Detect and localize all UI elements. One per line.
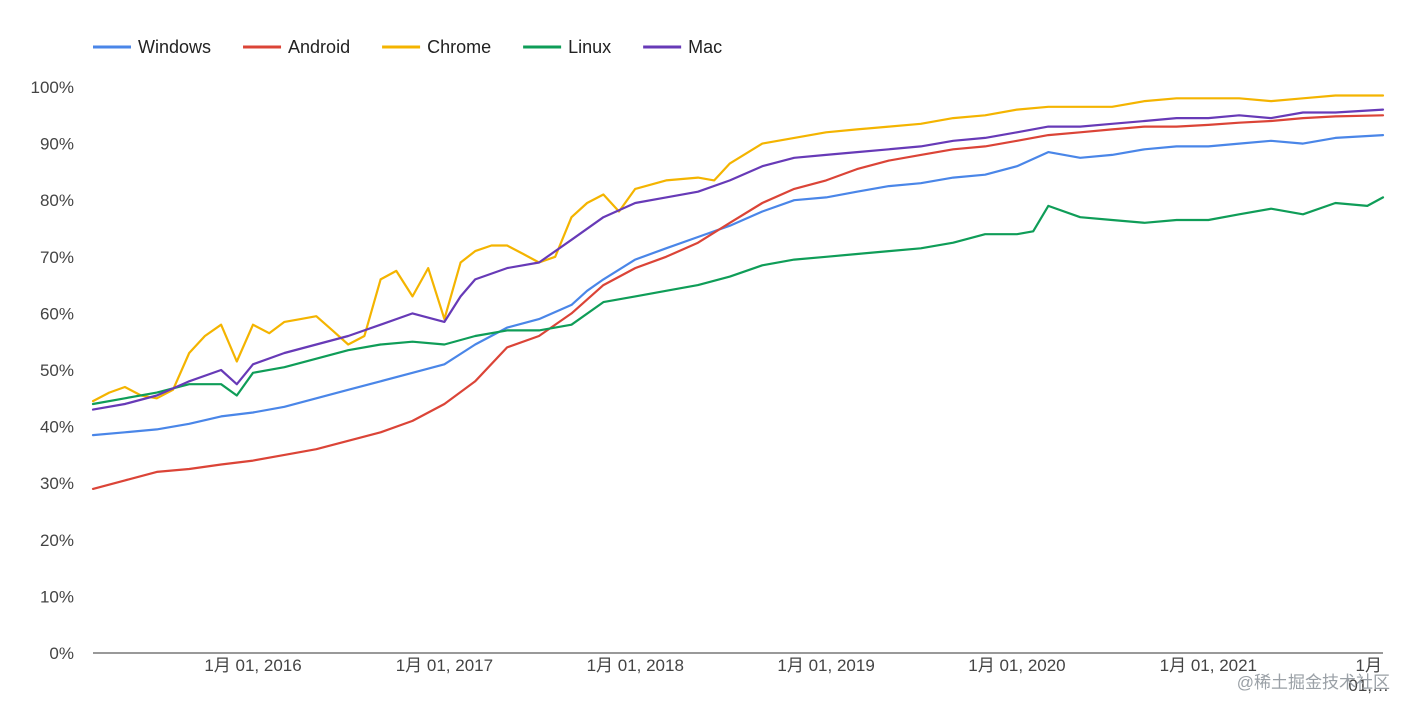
legend-item-chrome[interactable]: Chrome bbox=[382, 37, 491, 57]
x-tick-label: 1月 01, 2019 bbox=[777, 656, 874, 675]
legend-label: Mac bbox=[688, 37, 722, 57]
y-tick-label: 90% bbox=[40, 135, 74, 154]
x-tick-label: 1月 01, 2018 bbox=[587, 656, 684, 675]
series-line-android bbox=[91, 114, 1385, 490]
y-tick-label: 10% bbox=[40, 587, 74, 606]
legend-label: Chrome bbox=[427, 37, 491, 57]
watermark-text: @稀土掘金技术社区 bbox=[1236, 673, 1390, 692]
y-tick-label: 60% bbox=[40, 304, 74, 323]
y-tick-label: 70% bbox=[40, 248, 74, 267]
x-tick-label: 1月 01,… bbox=[1348, 656, 1389, 695]
y-tick-label: 40% bbox=[40, 418, 74, 437]
legend-item-android[interactable]: Android bbox=[243, 37, 350, 57]
y-tick-label: 20% bbox=[40, 531, 74, 550]
x-tick-label: 1月 01, 2016 bbox=[204, 656, 301, 675]
x-tick-label: 1月 01, 2021 bbox=[1160, 656, 1257, 675]
y-tick-label: 30% bbox=[40, 474, 74, 493]
y-tick-label: 80% bbox=[40, 191, 74, 210]
series-line-mac bbox=[91, 108, 1385, 411]
x-axis: 1月 01, 2016 1月 01, 2017 1月 01, 2018 1月 01, … bbox=[204, 656, 1389, 695]
legend-label: Linux bbox=[568, 37, 611, 57]
x-tick-label: 1月 01, 2020 bbox=[968, 656, 1065, 675]
legend-item-windows[interactable]: Windows bbox=[93, 37, 211, 57]
y-axis: 0% 10% 20% 30% 40% 50% 60% 70% 80% 90% 100% bbox=[31, 78, 74, 663]
legend-label: Android bbox=[288, 37, 350, 57]
legend-item-linux[interactable]: Linux bbox=[523, 37, 611, 57]
legend-label: Windows bbox=[138, 37, 211, 57]
y-tick-label: 50% bbox=[40, 361, 74, 380]
y-tick-label: 100% bbox=[31, 78, 74, 97]
series-lines bbox=[91, 94, 1385, 490]
legend-item-mac[interactable]: Mac bbox=[643, 37, 722, 57]
series-line-windows bbox=[91, 134, 1385, 437]
series-line-chrome bbox=[91, 94, 1385, 403]
series-line-linux bbox=[91, 196, 1385, 406]
x-tick-label: 1月 01, 2017 bbox=[396, 656, 493, 675]
y-tick-label: 0% bbox=[49, 644, 74, 663]
legend[interactable]: Windows Android Chrome Linux Mac bbox=[93, 37, 722, 57]
